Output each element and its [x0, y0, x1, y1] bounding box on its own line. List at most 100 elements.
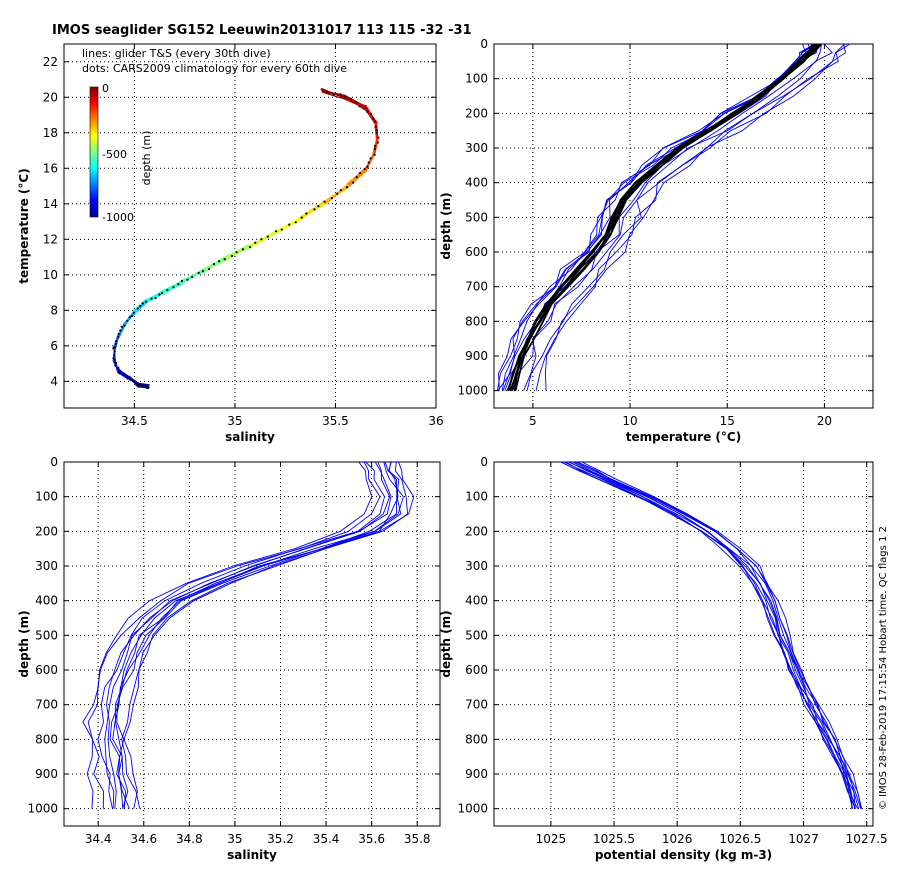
climatology-dot [375, 129, 378, 132]
y-tick-label: 1000 [457, 802, 488, 816]
y-tick-label: 0 [480, 455, 488, 469]
x-tick-label: 35 [227, 414, 242, 428]
climatology-dot [294, 221, 297, 224]
climatology-dot [374, 126, 377, 129]
glider-profile-line [560, 461, 853, 809]
glider-profile-line [581, 461, 863, 809]
y-tick-label: 0 [480, 37, 488, 51]
climatology-dot [123, 372, 126, 375]
y-tick-label: 20 [43, 90, 58, 104]
glider-profile-line [568, 461, 859, 809]
climatology-dot [339, 189, 342, 192]
climatology-dot [355, 101, 358, 104]
climatology-dot [230, 254, 234, 258]
y-axis-label: depth (m) [439, 610, 453, 677]
glider-profile-line [114, 461, 404, 809]
climatology-dot [158, 293, 161, 296]
climatology-dot [135, 382, 138, 385]
climatology-dot [113, 358, 116, 361]
y-tick-label: 300 [465, 559, 488, 573]
ts-line-segment [373, 137, 379, 156]
y-tick-label: 300 [465, 141, 488, 155]
y-tick-label: 600 [465, 663, 488, 677]
ts-line-segment [249, 231, 276, 247]
climatology-dot [223, 258, 226, 261]
climatology-dot [126, 319, 129, 323]
climatology-dot [172, 286, 175, 289]
climatology-dot [131, 379, 134, 382]
climatology-dot [248, 246, 252, 249]
climatology-dot [150, 297, 153, 300]
climatology-dot [305, 212, 308, 215]
climatology-dot [300, 216, 303, 219]
y-tick-label: 700 [465, 280, 488, 294]
climatology-dot [366, 165, 369, 168]
climatology-dot [191, 276, 194, 279]
y-axis-label: temperature (°C) [17, 168, 31, 283]
climatology-dot [260, 238, 263, 241]
climatology-dot [218, 260, 221, 263]
climatology-dot [325, 90, 328, 93]
climatology-dot [132, 311, 135, 314]
legend-entry-climatology: dots: CARS2009 climatology for every 60t… [82, 62, 347, 75]
x-tick-label: 1025.5 [593, 832, 635, 846]
climatology-dot [373, 120, 377, 123]
climatology-dot [145, 300, 148, 303]
axes-frame [493, 43, 874, 409]
climatology-dot [128, 376, 131, 379]
climatology-dot [141, 302, 144, 305]
y-tick-label: 12 [43, 232, 58, 246]
y-tick-label: 400 [465, 594, 488, 608]
y-tick-label: 200 [465, 106, 488, 120]
climatology-dot [355, 175, 358, 179]
climatology-dot [147, 386, 150, 389]
temperature-depth-panel: 5 10 15 2001002003004005006007008009001000t… [439, 37, 874, 444]
climatology-dot [376, 141, 379, 144]
y-tick-label: 900 [465, 349, 488, 363]
x-tick-label: 20 [817, 414, 832, 428]
y-tick-label: 700 [465, 698, 488, 712]
x-axis-label: salinity [227, 848, 277, 862]
x-tick-label: 34.4 [85, 832, 112, 846]
climatology-dot [117, 370, 120, 373]
climatology-dot [317, 204, 320, 208]
y-tick-label: 500 [465, 210, 488, 224]
ts-line-segment [273, 217, 302, 233]
glider-profile-line [82, 461, 373, 809]
y-tick-label: 500 [35, 628, 58, 642]
glider-profile-line [106, 461, 392, 809]
ts-line-segment [249, 232, 277, 249]
y-tick-label: 900 [35, 767, 58, 781]
climatology-dot [366, 110, 369, 113]
climatology-dot [117, 335, 120, 338]
ts-line-segment [301, 201, 326, 220]
climatology-dot [369, 157, 372, 160]
colorbar-tick-1000: -1000 [102, 211, 134, 224]
x-tick-label: 34.6 [130, 832, 157, 846]
glider-profile-line [97, 461, 385, 809]
climatology-dot [313, 208, 316, 211]
climatology-dot [207, 267, 211, 271]
climatology-dot [118, 372, 121, 375]
climatology-dot [339, 93, 342, 96]
x-tick-label: 15 [720, 414, 735, 428]
climatology-dot [166, 288, 169, 292]
climatology-dot [120, 325, 123, 328]
y-tick-label: 400 [465, 176, 488, 190]
y-tick-label: 22 [43, 55, 58, 69]
x-tick-label: 35.2 [267, 832, 294, 846]
climatology-dot [336, 192, 339, 195]
glider-profile-line [544, 43, 847, 391]
climatology-dot [119, 329, 122, 332]
x-tick-label: 10 [622, 414, 637, 428]
figure-title: IMOS seaglider SG152 Leeuwin20131017 113… [52, 23, 472, 38]
climatology-profile-line [513, 43, 821, 391]
y-tick-label: 8 [50, 303, 58, 317]
climatology-dot [113, 346, 116, 349]
ts-line-segment [128, 379, 140, 385]
climatology-dot [114, 364, 117, 367]
climatology-dot [139, 305, 142, 308]
ts-line-segment [346, 97, 366, 111]
climatology-dot [177, 283, 180, 286]
glider-profile-line [109, 461, 398, 809]
